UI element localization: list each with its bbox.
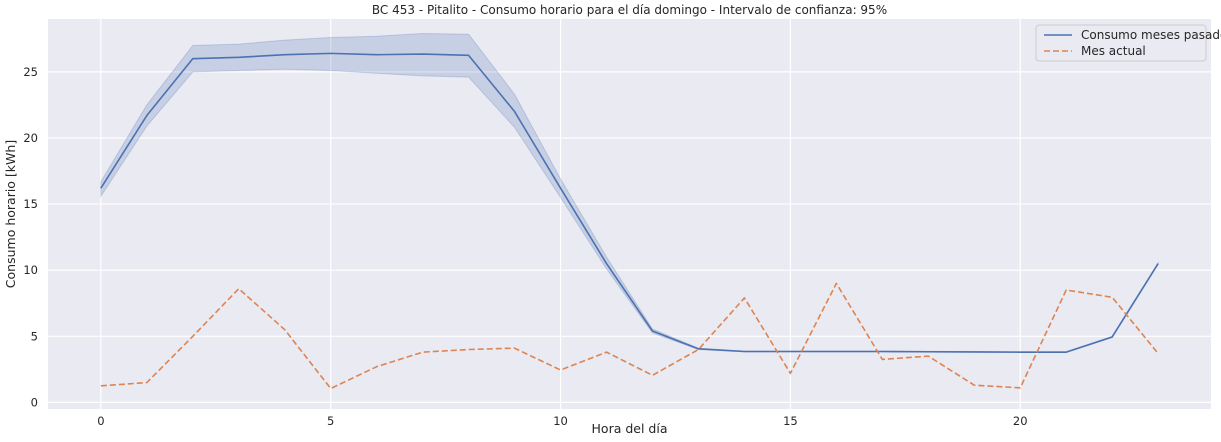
series-line-0 [100, 52, 1159, 353]
grid-lines [48, 19, 1211, 409]
x-tick-label: 5 [327, 414, 334, 428]
series-line-1 [100, 282, 1159, 390]
y-tick-label: 20 [23, 131, 38, 145]
legend-label-series-1: Mes actual [1081, 44, 1146, 58]
y-tick-label: 10 [23, 263, 38, 277]
plot-background [48, 19, 1211, 409]
series-lines-layer [100, 52, 1159, 390]
x-tick-label: 15 [783, 414, 798, 428]
x-tick-labels: 0 5 10 15 20 [97, 414, 1027, 428]
y-tick-label: 25 [23, 65, 38, 79]
x-axis-label: Hora del día [592, 421, 668, 436]
chart-title: BC 453 - Pitalito - Consumo horario para… [372, 3, 887, 17]
legend: Consumo meses pasados Mes actual [1035, 24, 1221, 62]
y-tick-label: 0 [31, 395, 38, 409]
legend-label-series-0: Consumo meses pasados [1081, 28, 1221, 42]
x-tick-label: 0 [97, 414, 104, 428]
y-tick-label: 5 [31, 329, 38, 343]
y-axis-label: Consumo horario [kWh] [3, 140, 18, 288]
x-tick-label: 10 [553, 414, 568, 428]
y-tick-label: 15 [23, 197, 38, 211]
y-tick-labels: 0 5 10 15 20 25 [23, 65, 38, 410]
legend-box [1035, 24, 1207, 62]
x-tick-label: 20 [1013, 414, 1028, 428]
